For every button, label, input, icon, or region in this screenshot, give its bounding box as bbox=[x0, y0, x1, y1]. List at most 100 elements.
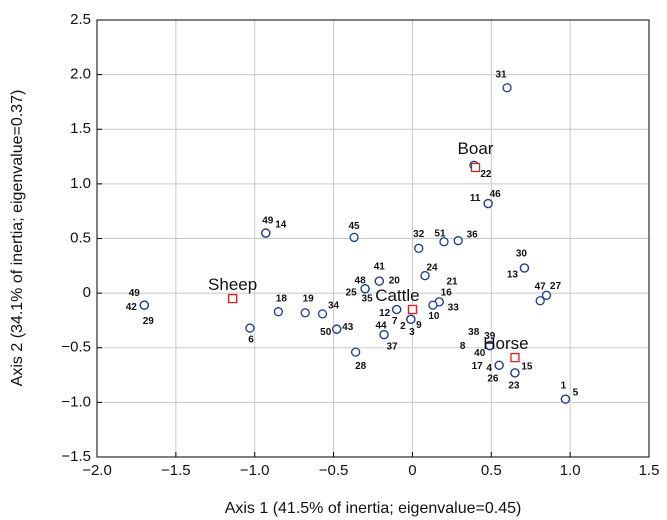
point-label: 8 bbox=[460, 341, 466, 352]
point-label: 2 bbox=[400, 321, 406, 332]
point-label: 51 bbox=[434, 228, 446, 239]
y-axis-label: Axis 2 (34.1% of inertia; eigenvalue=0.3… bbox=[9, 90, 26, 387]
y-tick-label: −1.0 bbox=[61, 393, 91, 410]
x-tick-label: −0.5 bbox=[319, 462, 349, 479]
point-label: 19 bbox=[303, 293, 315, 304]
point-marker bbox=[483, 198, 493, 209]
point-label: 15 bbox=[521, 362, 533, 373]
point-label: 13 bbox=[507, 270, 519, 281]
point-label: 28 bbox=[355, 361, 367, 372]
point-label: 4 bbox=[486, 363, 492, 374]
point-marker bbox=[273, 307, 284, 317]
x-tick-label: 0.5 bbox=[481, 462, 502, 479]
point-label: 34 bbox=[328, 301, 340, 312]
point-label: 39 bbox=[484, 331, 496, 342]
centroid-label: Cattle bbox=[375, 286, 419, 305]
y-tick-label: 0 bbox=[83, 284, 91, 301]
centroid-label: Boar bbox=[458, 139, 494, 158]
point-label: 16 bbox=[441, 288, 453, 299]
centroid-label: Horse bbox=[483, 334, 528, 353]
centroid-marker bbox=[510, 352, 520, 363]
point-label: 24 bbox=[426, 262, 438, 273]
x-tick-label: 1.0 bbox=[560, 462, 581, 479]
point-label: 44 bbox=[375, 320, 387, 331]
point-label: 7 bbox=[392, 316, 398, 327]
point-marker bbox=[414, 243, 424, 253]
point-marker bbox=[502, 83, 512, 93]
point-marker bbox=[494, 360, 504, 370]
point-label: 33 bbox=[448, 303, 460, 314]
point-label: 9 bbox=[416, 320, 422, 331]
point-marker bbox=[351, 347, 361, 357]
point-label: 40 bbox=[474, 348, 486, 359]
point-marker bbox=[541, 290, 552, 300]
point-label: 43 bbox=[342, 322, 354, 333]
point-label: 47 bbox=[535, 281, 547, 292]
point-marker bbox=[439, 237, 449, 247]
point-marker bbox=[374, 276, 384, 286]
point-label: 23 bbox=[508, 381, 520, 392]
point-marker bbox=[453, 236, 463, 246]
point-label: 41 bbox=[374, 262, 386, 273]
point-label: 22 bbox=[480, 169, 492, 180]
point-label: 1 bbox=[561, 381, 567, 392]
point-marker bbox=[261, 228, 271, 238]
point-marker bbox=[379, 329, 389, 340]
x-tick-label: 1.5 bbox=[639, 462, 660, 479]
y-tick-label: 2.0 bbox=[70, 66, 91, 83]
point-marker bbox=[139, 300, 149, 310]
point-label: 27 bbox=[550, 281, 562, 292]
point-label: 31 bbox=[495, 69, 507, 80]
x-tick-label: −1.0 bbox=[240, 462, 270, 479]
point-label: 45 bbox=[349, 221, 361, 232]
y-tick-label: 2.5 bbox=[70, 11, 91, 28]
centroid-marker bbox=[227, 293, 238, 304]
x-tick-label: 0 bbox=[408, 462, 416, 479]
point-label: 20 bbox=[389, 276, 401, 287]
point-label: 18 bbox=[276, 293, 288, 304]
y-tick-label: −0.5 bbox=[61, 339, 91, 356]
point-marker bbox=[245, 323, 255, 333]
point-label: 36 bbox=[467, 229, 479, 240]
point-marker bbox=[406, 314, 416, 324]
point-marker bbox=[485, 340, 495, 351]
point-label: 42 bbox=[126, 302, 138, 313]
point-marker bbox=[360, 284, 370, 294]
point-label: 17 bbox=[472, 361, 484, 372]
point-label: 14 bbox=[275, 220, 287, 231]
point-label: 3 bbox=[409, 327, 415, 338]
point-label: 12 bbox=[379, 308, 391, 319]
point-label: 50 bbox=[320, 327, 332, 338]
point-label: 46 bbox=[490, 189, 502, 200]
plot-frame bbox=[96, 19, 650, 458]
point-label: 29 bbox=[143, 316, 155, 327]
y-tick-label: 1.0 bbox=[70, 175, 91, 192]
point-label: 32 bbox=[413, 229, 425, 240]
point-label: 21 bbox=[446, 276, 458, 287]
x-tick-label: −2.0 bbox=[82, 462, 112, 479]
point-marker bbox=[560, 394, 571, 404]
point-label: 35 bbox=[362, 293, 374, 304]
x-tick-label: −1.5 bbox=[161, 462, 191, 479]
centroid-marker bbox=[407, 304, 418, 315]
point-label: 11 bbox=[470, 193, 481, 204]
point-marker bbox=[392, 304, 402, 315]
point-label: 37 bbox=[386, 341, 398, 352]
point-marker bbox=[332, 324, 342, 334]
point-label: 6 bbox=[248, 335, 254, 346]
point-marker bbox=[428, 300, 438, 310]
y-tick-label: 1.5 bbox=[70, 120, 91, 137]
centroid-label: Sheep bbox=[208, 275, 257, 294]
point-label: 49 bbox=[129, 288, 141, 299]
point-label: 26 bbox=[487, 374, 499, 385]
point-marker bbox=[317, 309, 328, 319]
point-label: 38 bbox=[468, 327, 480, 338]
point-marker bbox=[519, 263, 530, 273]
centroid-marker bbox=[470, 162, 481, 173]
point-label: 48 bbox=[355, 275, 367, 286]
point-marker bbox=[510, 368, 520, 378]
y-tick-label: 0.5 bbox=[70, 229, 91, 246]
point-label: 5 bbox=[573, 388, 579, 399]
point-marker bbox=[349, 232, 359, 243]
